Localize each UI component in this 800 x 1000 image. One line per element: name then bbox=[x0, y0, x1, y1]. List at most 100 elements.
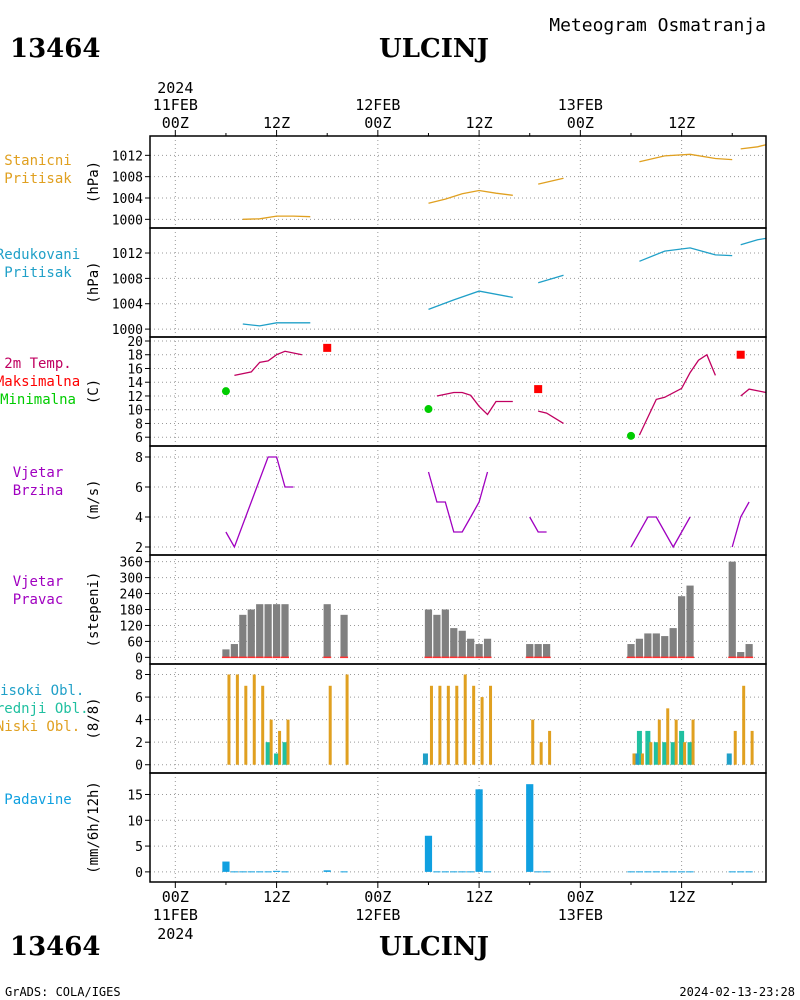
y-tick-label: 6 bbox=[135, 691, 143, 706]
cloud-bar-srednji bbox=[636, 730, 642, 765]
tmax-marker bbox=[534, 385, 543, 394]
precip-bar bbox=[230, 871, 238, 873]
y-axis-label: (mm/6h/12h) bbox=[86, 781, 102, 874]
cloud-bar-niski bbox=[666, 708, 670, 765]
tmin-marker bbox=[221, 387, 230, 396]
panel-label: Pritisak bbox=[4, 265, 72, 281]
cloud-bar-visoki bbox=[633, 753, 639, 765]
precip-bar bbox=[272, 870, 281, 872]
precip-bar bbox=[340, 871, 348, 873]
y-tick-label: 4 bbox=[135, 511, 143, 526]
precip-bar bbox=[450, 871, 458, 873]
product-title: Meteogram Osmatranja bbox=[549, 15, 766, 36]
hour-label-top: 00Z bbox=[567, 114, 594, 132]
wind-direction-bar bbox=[644, 633, 652, 658]
precip-bar bbox=[222, 861, 230, 872]
cloud-bar-niski bbox=[252, 674, 256, 765]
wind-direction-bar bbox=[661, 636, 669, 658]
panel-vjetar-brzina: Vjetar Brzina (m/s) 2 4 6 8 bbox=[13, 445, 767, 556]
panel-stanicni-pritisak: Stanicni Pritisak (hPa) 1000 1004 1008 1012 bbox=[4, 135, 767, 229]
hour-label-bottom: 12Z bbox=[668, 888, 695, 906]
y-axis-label: (hPa) bbox=[86, 161, 102, 203]
panel-frame bbox=[149, 445, 767, 556]
precip-bar bbox=[424, 835, 433, 872]
y-tick-label: 15 bbox=[127, 788, 143, 803]
wind-direction-bar bbox=[669, 628, 677, 658]
y-axis-label: (stepeni) bbox=[86, 572, 102, 648]
y-tick-label: 240 bbox=[120, 588, 143, 603]
cloud-bar-niski bbox=[632, 753, 636, 765]
series-line bbox=[740, 144, 767, 150]
precip-bar bbox=[467, 871, 475, 873]
cloud-bar-niski bbox=[649, 742, 653, 765]
series-line bbox=[234, 350, 303, 377]
cloud-bar-niski bbox=[345, 674, 349, 765]
series-line bbox=[639, 247, 733, 262]
panel-label: Vjetar bbox=[13, 574, 64, 590]
wind-direction-bar bbox=[678, 596, 686, 658]
precip-bar bbox=[526, 784, 534, 872]
cloud-bar-niski bbox=[278, 730, 282, 765]
day-label-top: 13FEB bbox=[558, 96, 603, 114]
y-tick-label: 180 bbox=[120, 604, 143, 619]
cloud-bar-srednji bbox=[687, 742, 693, 765]
cloud-bar-niski bbox=[235, 674, 239, 765]
panel-temperatura: 2m Temp. Maksimalna Minimalna (C) 6810121416… bbox=[0, 335, 767, 447]
precip-bar bbox=[745, 871, 753, 873]
wind-direction-bar bbox=[686, 585, 694, 658]
cloud-bar-niski bbox=[244, 685, 248, 765]
y-tick-label: 1012 bbox=[112, 247, 143, 262]
cloud-bar-srednji bbox=[662, 742, 668, 765]
cloud-bar-niski bbox=[472, 685, 476, 765]
hour-label-bottom: 00Z bbox=[567, 888, 594, 906]
station-name-bottom: ULCINJ bbox=[379, 932, 489, 962]
series-line bbox=[740, 388, 767, 397]
cloud-bar-niski bbox=[674, 719, 678, 765]
cloud-bar-niski bbox=[750, 730, 754, 765]
year-label-top: 2024 bbox=[157, 79, 193, 97]
cloud-bar-srednji bbox=[274, 753, 280, 765]
y-tick-label: 120 bbox=[120, 619, 143, 634]
hour-label-top: 12Z bbox=[668, 114, 695, 132]
cloud-bar-niski bbox=[438, 685, 442, 765]
station-name-top: ULCINJ bbox=[379, 34, 489, 64]
cloud-bar-niski bbox=[269, 719, 273, 765]
cloud-bar-niski bbox=[657, 719, 661, 765]
wind-direction-bar bbox=[239, 614, 247, 658]
precip-bar bbox=[475, 789, 483, 872]
y-tick-label: 20 bbox=[127, 335, 143, 350]
cloud-bar-visoki bbox=[422, 753, 428, 765]
station-id-top: 13464 bbox=[10, 34, 100, 64]
y-tick-label: 6 bbox=[135, 481, 143, 496]
wind-direction-bar bbox=[534, 644, 542, 658]
panel-redukovani-pritisak: Redukovani Pritisak (hPa) 1000 1004 1008 1012 bbox=[0, 227, 767, 338]
series-line bbox=[538, 410, 564, 424]
precip-bar bbox=[264, 871, 272, 873]
station-id-bottom: 13464 bbox=[10, 932, 100, 962]
wind-direction-bar bbox=[264, 604, 272, 658]
y-axis-label: (8/8) bbox=[86, 697, 102, 739]
wind-direction-bar bbox=[543, 644, 551, 658]
panel-frame bbox=[149, 336, 767, 447]
precip-bar bbox=[256, 871, 264, 873]
wind-direction-bar bbox=[272, 604, 281, 658]
y-tick-label: 2 bbox=[135, 736, 143, 751]
y-tick-label: 8 bbox=[135, 417, 143, 432]
wind-direction-bar bbox=[728, 561, 736, 658]
y-tick-label: 0 bbox=[135, 866, 143, 881]
panel-label: Vjetar bbox=[13, 465, 64, 481]
wind-direction-bar bbox=[247, 609, 255, 658]
cloud-bar-niski bbox=[463, 674, 467, 765]
panel-label: 2m Temp. bbox=[4, 356, 71, 372]
wind-direction-bar bbox=[433, 614, 441, 658]
series-line bbox=[538, 274, 564, 284]
precip-bar bbox=[247, 871, 255, 873]
precip-bar bbox=[678, 871, 686, 873]
y-tick-label: 0 bbox=[135, 651, 143, 666]
panel-label: Redukovani bbox=[0, 247, 80, 263]
hour-label-bottom: 00Z bbox=[364, 888, 391, 906]
hour-label-top: 12Z bbox=[466, 114, 493, 132]
cloud-bar-niski bbox=[548, 730, 552, 765]
